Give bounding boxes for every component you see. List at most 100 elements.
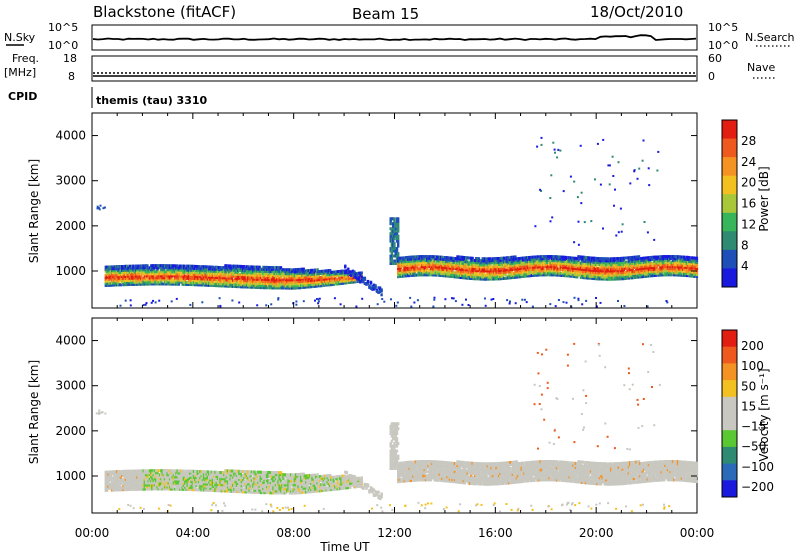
data-cell-1756: [358, 276, 360, 279]
colorbar-segment-3: [722, 176, 737, 195]
data-cell-4170: [484, 298, 486, 300]
data-cell-4188: [563, 301, 565, 303]
noise-sky-trace: [93, 35, 696, 40]
colorbar-tick-2: 12: [741, 217, 756, 231]
data-cell-4178: [465, 299, 467, 301]
data-cell-4134: [509, 303, 511, 305]
colorbar-segment-6: [722, 231, 737, 250]
data-cell-298: [146, 264, 148, 267]
data-cell-4148: [158, 300, 160, 302]
data-cell-4268: [637, 178, 639, 180]
colorbar-segment-4: [722, 194, 737, 213]
data-cell-2694: [503, 257, 505, 260]
data-cell-4223: [618, 231, 620, 233]
data-cell-4203: [506, 299, 508, 301]
data-cell-4284: [98, 207, 100, 209]
colorbar-tick-0: 4: [741, 259, 749, 273]
data-cell-4273: [573, 181, 575, 183]
data-cell-4272: [612, 156, 614, 158]
data-cell-4249: [638, 168, 640, 170]
data-cell-4144: [231, 300, 233, 302]
data-cell-1885: [397, 252, 399, 255]
data-cell-4270: [647, 231, 649, 233]
data-cell-4227: [600, 184, 602, 186]
data-cell-4191: [595, 297, 597, 299]
colorbar-segment-0: [722, 120, 737, 139]
data-cell-4280: [100, 205, 102, 207]
data-cell-1856: [393, 217, 395, 220]
data-cell-4141: [492, 298, 494, 300]
data-cell-4192: [555, 305, 557, 307]
noise-left-tick-bottom: 10^0: [48, 39, 78, 52]
date-title: 18/Oct/2010: [590, 3, 683, 21]
y-tick-label-3: 4000: [55, 129, 86, 143]
data-cell-4150: [295, 304, 297, 306]
data-cell-4256: [648, 167, 650, 169]
data-cell-4198: [314, 300, 316, 302]
data-cell-4245: [580, 145, 582, 147]
data-cell-4197: [317, 298, 319, 300]
data-cell-4199: [383, 301, 385, 303]
data-cell-385: [158, 469, 160, 472]
data-cell-4135: [413, 302, 415, 304]
freq-left-label-2: [MHz]: [4, 66, 36, 79]
data-cell-4255: [590, 220, 592, 222]
colorbar-tick-5: 24: [741, 155, 756, 169]
data-cell-4177: [491, 299, 493, 301]
data-cell-4156: [410, 306, 412, 308]
data-cell-4185: [509, 301, 511, 303]
data-cell-4172: [295, 301, 297, 303]
freq-left-label-1: Freq.: [12, 52, 39, 65]
data-cell-4146: [125, 300, 127, 302]
data-cell-4200: [219, 306, 221, 308]
data-cell-1729: [344, 266, 346, 269]
freq-left-tick-bottom: 8: [68, 70, 75, 83]
data-cell-4161: [444, 298, 446, 300]
data-cell-4265: [622, 223, 624, 225]
freq-right-tick-bottom: 0: [708, 70, 715, 83]
data-cell-1747: [353, 271, 355, 274]
data-cell-4262: [620, 208, 622, 210]
noise-right-label: N.Search: [745, 31, 795, 44]
data-cell-4246: [550, 174, 552, 176]
data-cell-1801: [380, 293, 382, 296]
data-cell-4257: [541, 137, 543, 139]
data-cell-4165: [238, 302, 240, 304]
data-cell-4236: [613, 205, 615, 207]
data-cell-4158: [581, 303, 583, 305]
data-cell-4258: [578, 221, 580, 223]
data-cell-4235: [556, 156, 558, 158]
data-cell-1753: [356, 274, 358, 277]
data-cell-4196: [317, 302, 319, 304]
data-cell-4275: [618, 161, 620, 163]
data-cell-4274: [581, 192, 583, 194]
power-colorbar-label: Power [dB]: [757, 166, 771, 231]
data-cell-4132: [532, 306, 534, 308]
noise-left-tick-top: 10^5: [48, 21, 78, 34]
data-cell-4240: [653, 239, 655, 241]
data-cell-4233: [573, 241, 575, 243]
nave-label: Nave: [747, 61, 775, 74]
data-cell-4215: [397, 302, 399, 304]
data-cell-4160: [409, 297, 411, 299]
data-cell-4179: [515, 302, 517, 304]
data-cell-4201: [524, 299, 526, 301]
data-cell-4251: [642, 160, 644, 162]
data-cell-4211: [485, 305, 487, 307]
data-cell-4250: [551, 216, 553, 218]
power-ylabel: Slant Range [km]: [27, 159, 41, 263]
data-cell-4264: [597, 143, 599, 145]
data-cell-4133: [623, 305, 625, 307]
data-cell-4180: [566, 302, 568, 304]
data-cell-4176: [201, 301, 203, 303]
noise-right-tick-top: 10^5: [708, 21, 738, 34]
data-cell-1890: [397, 235, 399, 238]
data-cell-4209: [130, 304, 132, 306]
data-cell-4207: [171, 300, 173, 302]
data-cell-4248: [629, 182, 631, 184]
data-cell-4157: [461, 304, 463, 306]
data-cell-4229: [615, 235, 617, 237]
data-cell-4226: [648, 184, 650, 186]
freq-panel-frame: [92, 56, 697, 81]
data-cell-1501: [314, 269, 316, 272]
